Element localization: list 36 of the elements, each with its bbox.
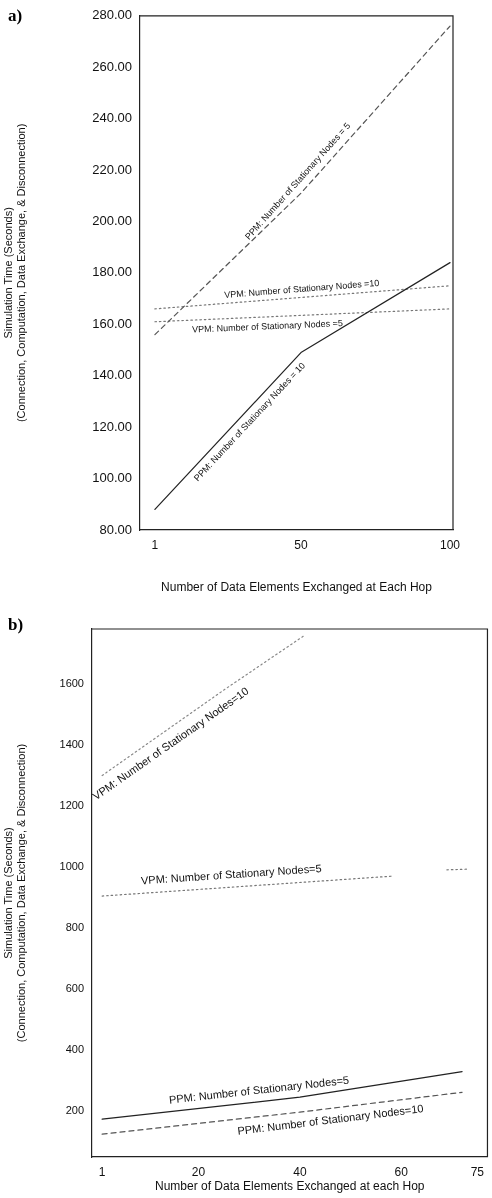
y-tick-label: 160.00	[92, 315, 132, 331]
y-tick-label: 240.00	[92, 110, 132, 126]
series-label: VPM: Number of Stationary Nodes =5	[191, 318, 344, 335]
y-tick-label: 1000	[59, 860, 84, 873]
x-tick-label: 100	[440, 537, 461, 552]
x-tick-label: 40	[293, 1164, 307, 1179]
x-tick-label: 1	[151, 537, 159, 552]
y-tick-label: 120.00	[92, 418, 132, 434]
series-label: VPM: Number of Stationary Nodes=5	[140, 862, 323, 887]
x-tick-label: 75	[470, 1164, 485, 1179]
y-tick-label: 80.00	[99, 521, 132, 537]
chart-title: b)	[8, 614, 24, 634]
y-tick-label: 1400	[59, 738, 84, 751]
x-axis-title: Number of Data Elements Exchanged at each Hop	[154, 1179, 425, 1194]
chart-title: a)	[8, 5, 23, 25]
y-tick-label: 800	[65, 921, 84, 934]
y-tick-label: 260.00	[92, 58, 132, 74]
x-tick-label: 1	[98, 1164, 106, 1179]
y-tick-label: 400	[65, 1043, 84, 1056]
y-axis-title: Simulation Time (Seconds) (Connection, Computation, Data Exchange, & Disconnection)	[1, 743, 27, 1043]
y-tick-label: 280.00	[92, 7, 132, 23]
series-label: VPM: Number of Stationary Nodes =10	[223, 277, 380, 300]
y-tick-label: 1200	[59, 799, 84, 812]
y-axis-title: Simulation Time (Seconds) (Connection, Computation, Data Exchange, & Disconnection)	[1, 123, 27, 423]
x-tick-label: 60	[394, 1164, 409, 1179]
y-tick-label: 200.00	[92, 213, 132, 229]
y-tick-label: 200	[65, 1104, 84, 1117]
y-tick-label: 100.00	[92, 470, 132, 486]
x-tick-label: 50	[294, 537, 308, 552]
x-tick-label: 20	[191, 1164, 206, 1179]
y-tick-label: 600	[65, 982, 84, 995]
y-tick-label: 1600	[59, 676, 84, 689]
y-tick-label: 140.00	[92, 367, 132, 383]
y-tick-label: 220.00	[92, 161, 132, 177]
x-axis-title: Number of Data Elements Exchanged at Each Hop	[161, 580, 433, 595]
y-tick-label: 180.00	[92, 264, 132, 280]
